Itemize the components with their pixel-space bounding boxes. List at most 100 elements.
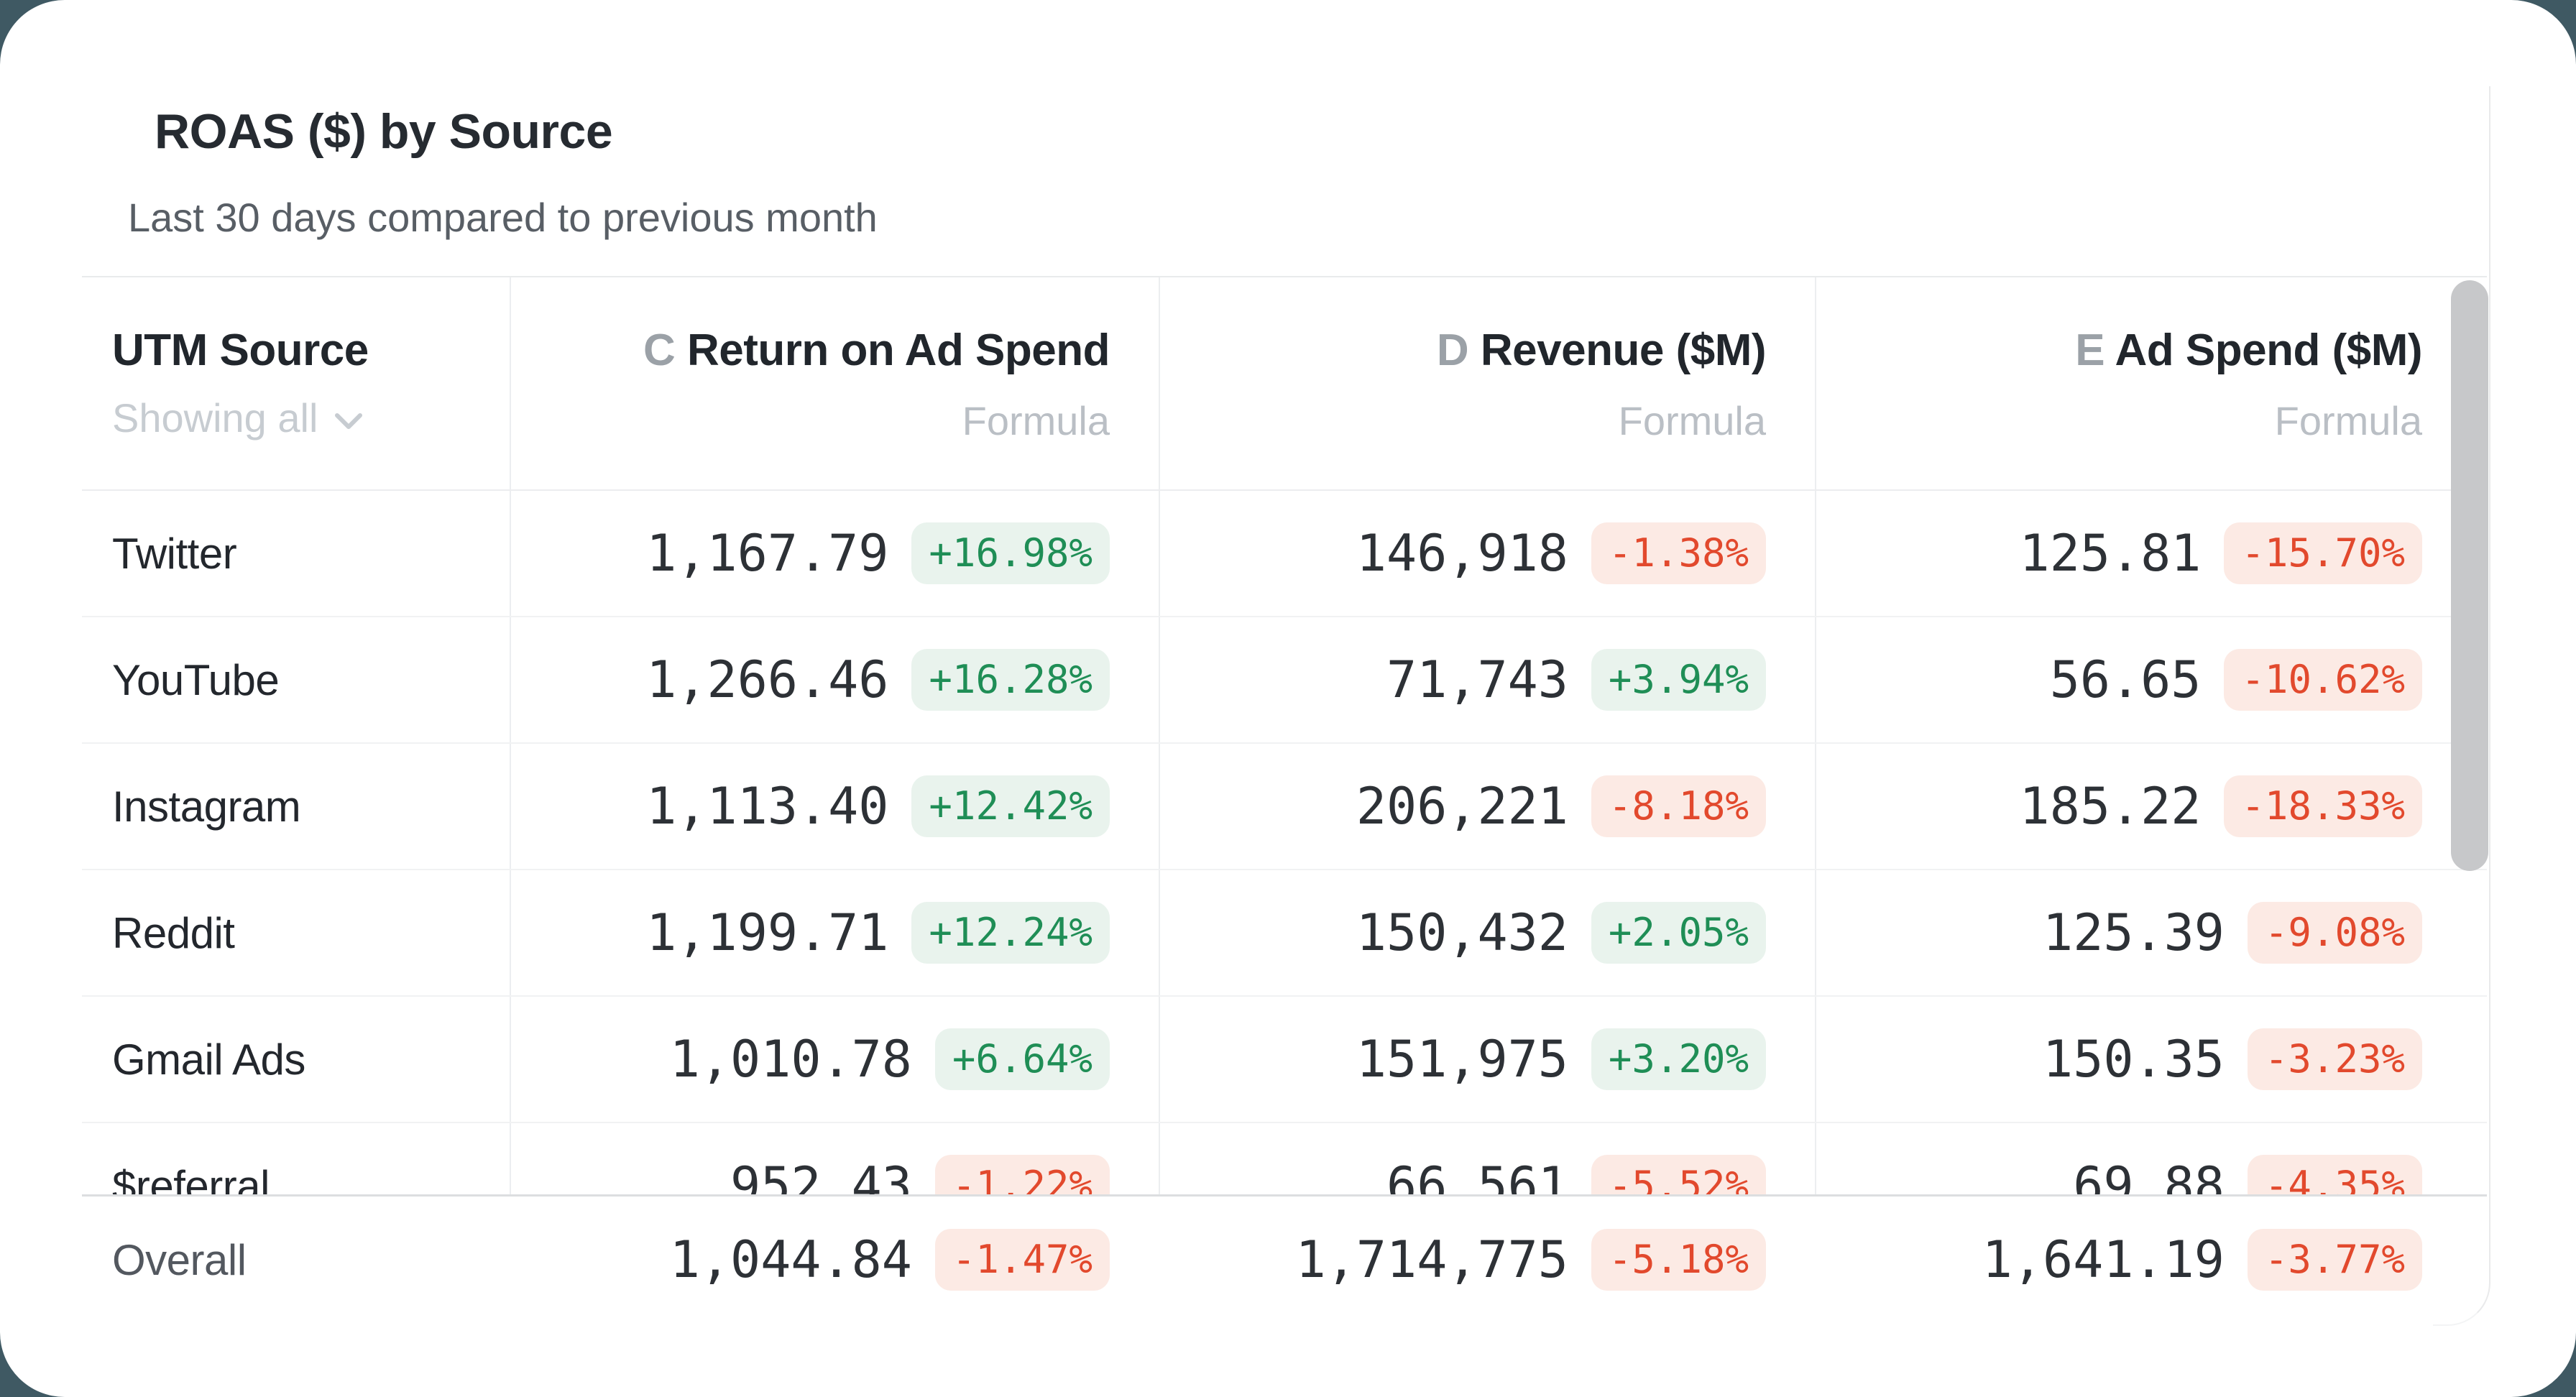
adspend-delta-badge: -4.35% — [2247, 1155, 2422, 1196]
column-header-roas: C Return on Ad Spend Formula — [510, 277, 1159, 489]
revenue-delta-badge: -1.38% — [1591, 522, 1766, 584]
roas-cell: 1,010.78 +6.64% — [510, 997, 1159, 1122]
roas-column-letter: C — [643, 326, 676, 375]
widget-title: ROAS ($) by Source — [155, 104, 613, 159]
summary-adspend-cell: 1,641.19 -3.77% — [1815, 1197, 2487, 1323]
summary-roas-value: 1,044.84 — [669, 1230, 912, 1289]
adspend-delta-badge: -15.70% — [2224, 522, 2422, 584]
roas-delta-badge: +16.28% — [911, 649, 1110, 711]
revenue-column-letter: D — [1436, 326, 1469, 375]
roas-cell: 952.43 -1.22% — [510, 1123, 1159, 1196]
roas-cell: 1,266.46 +16.28% — [510, 617, 1159, 742]
adspend-delta-badge: -9.08% — [2247, 902, 2422, 964]
adspend-cell: 69.88 -4.35% — [1815, 1123, 2487, 1196]
roas-header-text: Return on Ad Spend — [687, 326, 1110, 375]
adspend-column-letter: E — [2075, 326, 2105, 375]
revenue-delta-badge: +3.94% — [1591, 649, 1766, 711]
revenue-value: 206,221 — [1356, 777, 1568, 836]
revenue-delta-badge: +3.20% — [1591, 1028, 1766, 1090]
roas-table: UTM Source Showing all C Return on Ad Sp… — [82, 276, 2487, 1196]
column-header-adspend: E Ad Spend ($M) Formula — [1815, 277, 2487, 489]
roas-value: 1,113.40 — [646, 777, 889, 836]
adspend-delta-badge: -18.33% — [2224, 775, 2422, 837]
roas-header-label: C Return on Ad Spend — [511, 325, 1110, 376]
source-cell: $referral — [112, 1161, 270, 1197]
adspend-header-label: E Ad Spend ($M) — [1816, 325, 2422, 376]
source-filter-label: Showing all — [112, 395, 318, 441]
source-cell: Gmail Ads — [112, 1035, 305, 1084]
revenue-cell: 71,743 +3.94% — [1159, 617, 1815, 742]
roas-delta-badge: +16.98% — [911, 522, 1110, 584]
table-row: Twitter 1,167.79 +16.98% 146,918 -1.38% 125.8… — [82, 491, 2487, 617]
scrollbar-thumb[interactable] — [2451, 280, 2488, 871]
source-filter-dropdown[interactable]: Showing all — [112, 395, 364, 441]
summary-revenue-delta-badge: -5.18% — [1591, 1229, 1766, 1291]
revenue-header-label: D Revenue ($M) — [1160, 325, 1767, 376]
adspend-value: 185.22 — [2019, 777, 2202, 836]
column-header-revenue: D Revenue ($M) Formula — [1159, 277, 1815, 489]
revenue-cell: 66,561 -5.52% — [1159, 1123, 1815, 1196]
revenue-value: 66,561 — [1386, 1156, 1568, 1196]
source-cell: Reddit — [112, 908, 235, 957]
revenue-value: 71,743 — [1386, 650, 1568, 709]
roas-cell: 1,199.71 +12.24% — [510, 870, 1159, 995]
summary-roas-cell: 1,044.84 -1.47% — [510, 1197, 1159, 1323]
adspend-cell: 150.35 -3.23% — [1815, 997, 2487, 1122]
revenue-delta-badge: -8.18% — [1591, 775, 1766, 837]
table-row: YouTube 1,266.46 +16.28% 71,743 +3.94% 56.65-… — [82, 617, 2487, 744]
summary-adspend-delta-badge: -3.77% — [2247, 1229, 2422, 1291]
revenue-cell: 151,975 +3.20% — [1159, 997, 1815, 1122]
summary-row: Overall 1,044.84 -1.47% 1,714,775 -5.18%… — [82, 1197, 2487, 1323]
roas-cell: 1,113.40 +12.42% — [510, 744, 1159, 869]
source-cell: YouTube — [112, 655, 280, 704]
roas-value: 1,010.78 — [669, 1030, 912, 1089]
adspend-value: 56.65 — [2049, 650, 2202, 709]
source-cell: Instagram — [112, 782, 301, 831]
revenue-value: 151,975 — [1356, 1030, 1568, 1089]
roas-delta-badge: -1.22% — [934, 1155, 1110, 1196]
summary-source-cell: Overall — [112, 1235, 247, 1284]
chevron-down-icon — [335, 412, 363, 429]
revenue-delta-badge: -5.52% — [1591, 1155, 1766, 1196]
revenue-cell: 150,432 +2.05% — [1159, 870, 1815, 995]
revenue-formula-label: Formula — [1618, 398, 1766, 443]
adspend-cell: 185.22 -18.33% — [1815, 744, 2487, 869]
revenue-value: 146,918 — [1356, 524, 1568, 583]
summary-revenue-cell: 1,714,775 -5.18% — [1159, 1197, 1815, 1323]
roas-delta-badge: +12.24% — [911, 902, 1110, 964]
summary-roas-delta-badge: -1.47% — [934, 1229, 1110, 1291]
revenue-cell: 206,221 -8.18% — [1159, 744, 1815, 869]
roas-value: 1,199.71 — [646, 903, 889, 962]
adspend-cell: 56.65 -10.62% — [1815, 617, 2487, 742]
table-row: $referral 952.43 -1.22% 66,561 -5.52% 69.88 -4… — [82, 1123, 2487, 1196]
adspend-value: 150.35 — [2043, 1030, 2225, 1089]
roas-formula-label: Formula — [962, 398, 1110, 443]
column-header-utm-source: UTM Source Showing all — [82, 277, 510, 489]
revenue-value: 150,432 — [1356, 903, 1568, 962]
adspend-cell: 125.81 -15.70% — [1815, 491, 2487, 616]
roas-cell: 1,167.79 +16.98% — [510, 491, 1159, 616]
table-header-row: UTM Source Showing all C Return on Ad Sp… — [82, 277, 2487, 491]
roas-value: 1,167.79 — [646, 524, 889, 583]
roas-delta-badge: +6.64% — [934, 1028, 1110, 1090]
adspend-delta-badge: -10.62% — [2224, 649, 2422, 711]
table-row: Reddit 1,199.71 +12.24% 150,432 +2.05% 125.39… — [82, 870, 2487, 997]
table-body: Twitter 1,167.79 +16.98% 146,918 -1.38% 125.8… — [82, 491, 2487, 1196]
adspend-header-text: Ad Spend ($M) — [2115, 326, 2423, 375]
summary-section: Overall 1,044.84 -1.47% 1,714,775 -5.18%… — [82, 1194, 2487, 1323]
adspend-value: 125.39 — [2043, 903, 2225, 962]
adspend-delta-badge: -3.23% — [2247, 1028, 2422, 1090]
summary-revenue-value: 1,714,775 — [1295, 1230, 1568, 1289]
table-row: Instagram 1,113.40 +12.42% 206,221 -8.18% 185… — [82, 744, 2487, 870]
utm-source-header-label: UTM Source — [112, 326, 369, 375]
adspend-value: 125.81 — [2019, 524, 2202, 583]
revenue-header-text: Revenue ($M) — [1480, 326, 1767, 375]
source-cell: Twitter — [112, 529, 237, 578]
summary-adspend-value: 1,641.19 — [1982, 1230, 2225, 1289]
revenue-delta-badge: +2.05% — [1591, 902, 1766, 964]
adspend-cell: 125.39 -9.08% — [1815, 870, 2487, 995]
adspend-value: 69.88 — [2073, 1156, 2225, 1196]
revenue-cell: 146,918 -1.38% — [1159, 491, 1815, 616]
roas-value: 1,266.46 — [646, 650, 889, 709]
